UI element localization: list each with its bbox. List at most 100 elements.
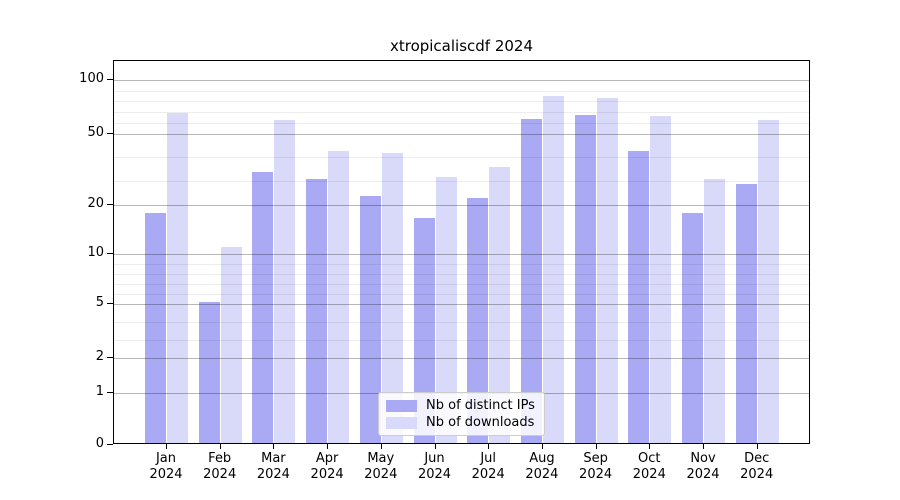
bar-downloads-jul [489,167,511,443]
legend-label-distinct-ips: Nb of distinct IPs [426,398,535,413]
legend: Nb of distinct IPs Nb of downloads [378,392,545,436]
bar-distinct-ips-mar [252,172,274,443]
y-tick-mark-10 [107,253,113,254]
gridline-minor-80 [114,101,809,103]
y-tick-label-2: 2 [95,349,104,365]
x-tick-label-jan: Jan 2024 [136,451,196,483]
y-tick-label-0: 0 [95,436,104,451]
gridline-minor-3 [114,340,809,342]
bar-distinct-ips-aug [520,118,542,443]
bar-downloads-jan [167,113,188,443]
month-name: Aug [529,451,555,466]
gridline-minor-9 [114,264,809,266]
x-tick-mark-sep [595,444,597,449]
x-tick-label-oct: Oct 2024 [619,451,679,483]
y-tick-mark-2 [107,357,113,359]
month-name: Jul [480,451,497,466]
month-year: 2024 [417,467,452,482]
month-name: Sep [583,451,608,466]
x-tick-mark-aug [541,444,543,449]
y-tick-mark-50 [107,132,113,134]
x-tick-mark-oct [649,444,651,449]
x-tick-label-jul: Jul 2024 [458,451,518,483]
month-year: 2024 [525,467,559,482]
month-name: Feb [208,451,232,466]
gridline-minor-4 [114,322,809,324]
legend-item-distinct-ips: Nb of distinct IPs [386,398,536,413]
x-tick-mark-jun [434,444,436,449]
gridline-minor-30 [114,181,809,183]
x-tick-mark-jul [488,444,490,449]
legend-swatch-downloads [386,416,417,429]
x-tick-mark-may [380,444,382,449]
legend-swatch-distinct-ips [386,399,417,412]
month-year: 2024 [686,467,720,482]
x-tick-label-jun: Jun 2024 [405,451,465,483]
month-name: Jan [155,451,177,466]
y-tick-label-20: 20 [87,196,104,211]
legend-label-downloads: Nb of downloads [426,415,535,430]
bar-distinct-ips-oct [628,150,650,443]
x-tick-label-dec: Dec 2024 [727,451,787,483]
x-tick-mark-mar [273,444,275,449]
x-tick-mark-apr [327,444,329,449]
month-name: Dec [744,451,770,466]
plot-area [113,60,810,444]
month-year: 2024 [203,467,237,482]
bar-downloads-sep [596,98,618,443]
month-name: Mar [261,451,286,466]
x-tick-mark-dec [756,444,758,449]
bar-downloads-dec [757,119,779,443]
bar-distinct-ips-apr [306,179,328,443]
y-tick-mark-5 [107,303,113,305]
month-name: Nov [690,451,716,466]
month-year: 2024 [364,467,398,482]
gridline-major-50 [114,133,809,135]
gridline-minor-6 [114,294,809,296]
y-tick-label-100: 100 [79,71,104,86]
gridline-minor-7 [114,284,809,286]
x-tick-label-nov: Nov 2024 [673,451,733,483]
chart-title: xtropicaliscdf 2024 [389,37,534,55]
y-tick-label-10: 10 [87,245,104,260]
bar-downloads-may [381,153,403,443]
y-tick-label-5: 5 [95,295,104,311]
x-tick-mark-nov [703,444,704,449]
month-name: May [367,451,395,466]
bar-downloads-oct [650,115,672,443]
x-tick-mark-jan [166,444,167,449]
gridline-major-100 [114,80,809,81]
bar-downloads-apr [328,150,350,443]
x-tick-label-sep: Sep 2024 [566,451,626,483]
gridline-minor-90 [114,90,809,92]
x-tick-label-aug: Aug 2024 [512,451,572,483]
x-tick-label-feb: Feb 2024 [190,451,250,483]
bar-downloads-mar [274,119,296,443]
y-tick-label-1: 1 [95,383,104,399]
month-name: Oct [638,451,661,466]
legend-item-downloads: Nb of downloads [386,415,536,430]
y-tick-label-50: 50 [87,124,104,140]
gridline-major-20 [114,205,809,206]
y-tick-mark-100 [107,79,113,80]
x-tick-label-may: May 2024 [351,451,411,483]
month-year: 2024 [310,467,344,482]
x-tick-label-apr: Apr 2024 [297,451,357,483]
bar-distinct-ips-jan [145,212,166,443]
month-name: Jun [424,451,445,466]
bar-distinct-ips-may [359,195,381,443]
x-tick-mark-feb [219,444,221,449]
y-tick-mark-0 [107,444,113,445]
gridline-major-2 [114,358,809,360]
bar-downloads-feb [220,247,242,443]
bar-downloads-nov [704,179,725,443]
month-year: 2024 [471,467,505,482]
bar-distinct-ips-jun [413,217,435,443]
month-year: 2024 [740,467,774,482]
month-year: 2024 [579,467,613,482]
y-tick-mark-20 [107,204,113,205]
y-tick-mark-1 [107,391,113,393]
month-year: 2024 [256,467,290,482]
bar-distinct-ips-feb [198,302,220,443]
